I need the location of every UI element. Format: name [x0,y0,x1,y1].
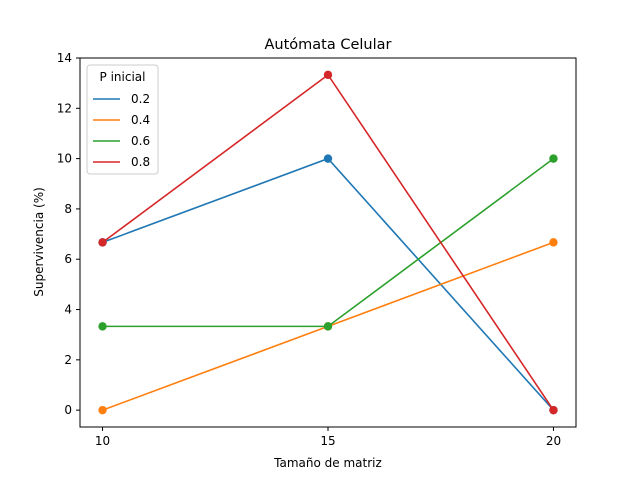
y-tick-label-0: 0 [64,403,72,417]
data-point-s1-2 [549,238,558,247]
legend: P inicial 0.2 0.4 0.6 0.8 [86,64,159,175]
x-tick-label-0: 10 [95,434,110,448]
x-tick-label-2: 20 [546,434,561,448]
x-axis-label: Tamaño de matriz [273,456,382,470]
chart-title: Autómata Celular [265,37,392,53]
x-tick-label-1: 15 [320,434,335,448]
legend-label-1: 0.4 [131,113,150,127]
data-point-s3-1 [323,70,333,80]
legend-label-0: 0.2 [131,92,150,106]
y-tick-label-1: 2 [64,353,72,367]
y-tick-label-6: 12 [57,101,72,115]
series-line-0 [102,157,555,411]
legend-title: P inicial [100,70,146,84]
data-point-s3-2 [549,405,558,415]
data-point-s2-0 [98,322,107,331]
y-tick-label-5: 10 [57,152,72,166]
y-tick-label-3: 6 [64,252,72,266]
legend-label-3: 0.8 [131,155,150,169]
legend-box [86,64,159,175]
data-point-s3-0 [98,238,107,247]
y-tick-label-7: 14 [57,51,72,65]
data-point-s2-1 [323,322,333,331]
data-point-s0-1 [323,154,333,163]
data-point-s1-0 [98,405,107,415]
y-tick-label-4: 8 [64,202,72,216]
y-tick-label-2: 4 [64,303,72,317]
data-point-s2-2 [549,154,558,163]
legend-label-2: 0.6 [131,134,150,148]
y-axis-label: Supervivencia (%) [32,187,46,297]
series-line-3 [102,73,555,411]
series-line-2 [102,157,554,328]
